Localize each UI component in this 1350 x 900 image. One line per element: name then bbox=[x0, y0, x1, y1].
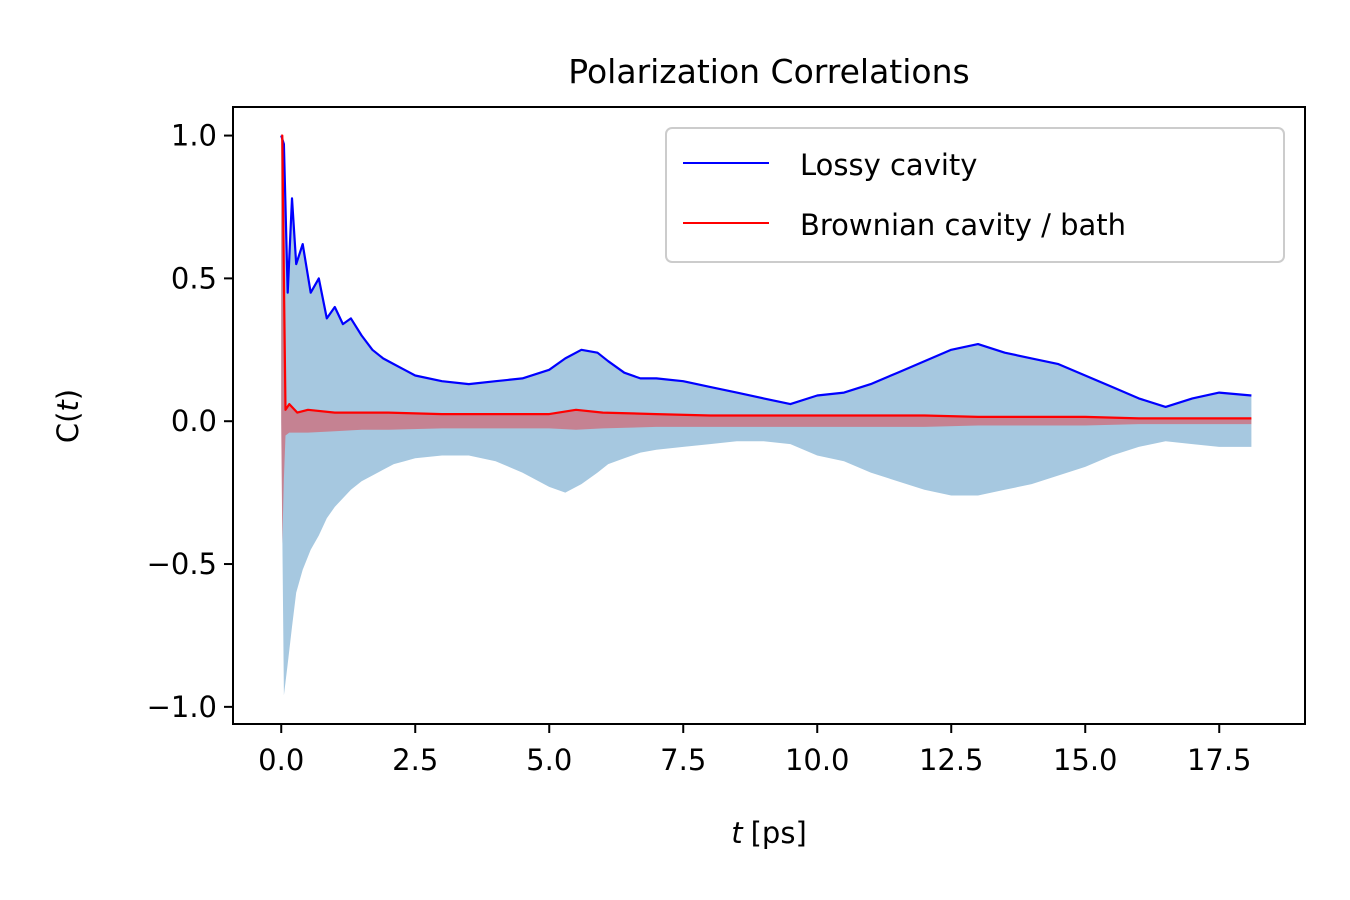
x-tick-label: 5.0 bbox=[526, 743, 572, 777]
y-axis-label: C(t) bbox=[51, 389, 85, 443]
x-tick-label: 12.5 bbox=[919, 743, 984, 777]
plot-frame bbox=[232, 106, 1306, 725]
x-tick-label: 7.5 bbox=[660, 743, 706, 777]
y-tick-label: −1.0 bbox=[147, 690, 217, 724]
y-tick-label: 0.0 bbox=[171, 404, 217, 438]
x-tick-label: 17.5 bbox=[1187, 743, 1252, 777]
legend-box bbox=[665, 127, 1285, 263]
x-tick-label: 0.0 bbox=[258, 743, 304, 777]
chart-title: Polarization Correlations bbox=[568, 52, 969, 91]
y-tick-label: 1.0 bbox=[171, 119, 217, 153]
legend-label-lossy-cavity: Lossy cavity bbox=[800, 148, 977, 182]
x-tick-label: 10.0 bbox=[785, 743, 850, 777]
legend: Lossy cavity Brownian cavity / bath bbox=[665, 127, 1285, 263]
lossy-cavity-line bbox=[280, 135, 1252, 408]
axes: 0.0 2.5 5.0 7.5 10.0 12.5 15.0 17.5 1.0 0.5 0.0 −0.… bbox=[147, 119, 1252, 777]
y-tick-label: 0.5 bbox=[171, 261, 217, 295]
x-axis-label: t [ps] bbox=[731, 816, 807, 850]
y-tick-label: −0.5 bbox=[147, 547, 217, 581]
x-tick-label: 15.0 bbox=[1053, 743, 1118, 777]
brownian-cavity-line bbox=[281, 134, 1252, 420]
legend-label-brownian-cavity: Brownian cavity / bath bbox=[800, 208, 1126, 242]
plot-area bbox=[280, 134, 1252, 696]
x-tick-label: 2.5 bbox=[392, 743, 438, 777]
